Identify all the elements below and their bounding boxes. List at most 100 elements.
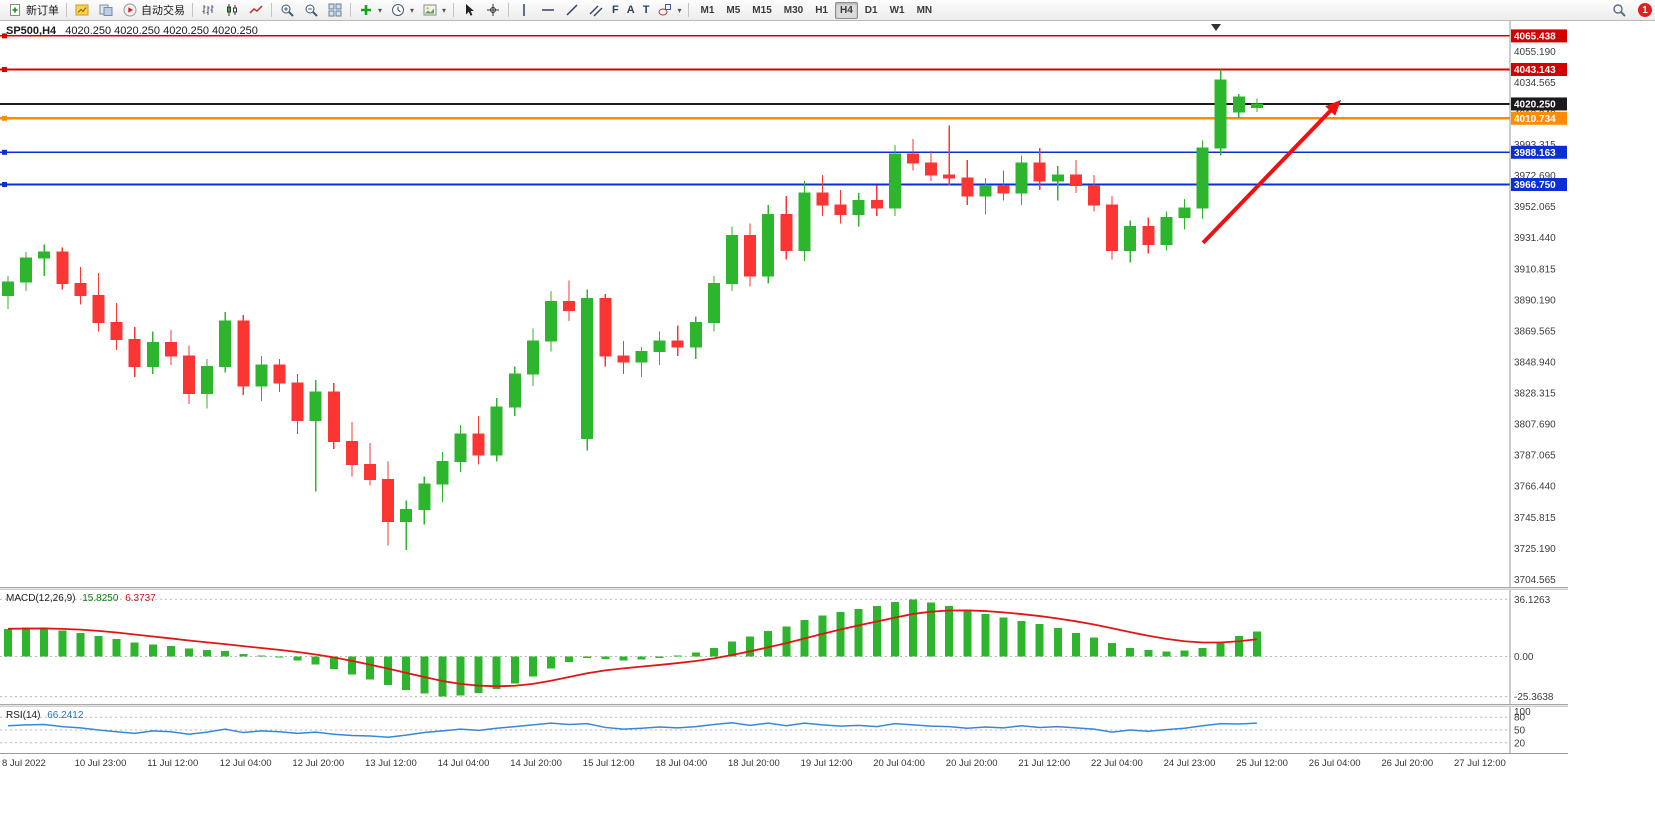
candle-body — [183, 355, 195, 394]
new-order-icon — [7, 3, 23, 18]
candlestick-chart-button[interactable] — [220, 1, 244, 19]
zoom-in-button[interactable] — [275, 1, 299, 19]
macd-histogram-bar — [673, 655, 682, 657]
timeframe-button-m15[interactable]: M15 — [747, 2, 776, 19]
new-order-button[interactable]: 新订单 — [3, 1, 63, 19]
candle-body — [907, 153, 919, 164]
chevron-down-icon: ▾ — [378, 5, 383, 15]
macd-main-value: 15.8250 — [82, 593, 119, 604]
candle-body — [979, 185, 992, 197]
indicators-button[interactable]: ▾ — [354, 1, 386, 19]
price-line-handle[interactable] — [2, 115, 7, 121]
line-chart-button[interactable] — [244, 1, 268, 19]
timeframe-button-mn[interactable]: MN — [912, 2, 938, 19]
cursor-arrow-icon — [461, 3, 477, 18]
autotrade-button[interactable]: 自动交易 — [118, 1, 189, 19]
price-line-tag-label: 4020.250 — [1514, 99, 1556, 110]
candle-body — [1106, 204, 1119, 251]
price-axis-label: 3931.440 — [1514, 233, 1556, 244]
candle-body — [1051, 174, 1064, 182]
price-axis-label: 3910.815 — [1514, 264, 1556, 275]
trendline-button[interactable] — [560, 1, 584, 19]
crosshair-button[interactable] — [481, 1, 505, 19]
price-line-handle[interactable] — [2, 66, 7, 72]
time-axis[interactable]: 8 Jul 2022 10 Jul 23:00 11 Jul 12:00 12 Jul… — [0, 753, 1568, 772]
candle-body — [925, 162, 938, 176]
price-line-handle[interactable] — [2, 149, 7, 155]
chevron-down-icon: ▾ — [677, 5, 682, 15]
timeframe-button-m5[interactable]: M5 — [721, 2, 745, 19]
zoom-out-button[interactable] — [299, 1, 323, 19]
price-axis-label: 4055.190 — [1514, 47, 1556, 58]
panel-splitter[interactable] — [0, 704, 1568, 707]
macd-histogram-bar — [1180, 650, 1189, 657]
fibonacci-button[interactable]: F — [608, 1, 623, 19]
time-axis-label: 10 Jul 23:00 — [74, 758, 127, 769]
candle-body — [309, 391, 322, 422]
candle-body — [798, 192, 811, 251]
price-chart[interactable]: 4055.1904034.5654013.9403993.3153972.690… — [0, 20, 1568, 587]
timeframe-button-d1[interactable]: D1 — [860, 2, 883, 19]
timeframe-button-h4[interactable]: H4 — [835, 1, 858, 19]
toolbar-separator — [508, 3, 510, 17]
vertical-line-button[interactable] — [512, 1, 536, 19]
macd-histogram-bar — [728, 641, 736, 657]
new-chart-icon — [74, 3, 90, 18]
zoom-in-icon — [279, 3, 295, 18]
timeframe-button-m1[interactable]: M1 — [695, 2, 719, 19]
candle-body — [20, 257, 33, 283]
new-chart-button[interactable] — [70, 1, 94, 19]
macd-histogram-bar — [4, 628, 12, 657]
label-button[interactable]: T — [639, 1, 654, 19]
tile-windows-button[interactable] — [323, 1, 347, 19]
macd-histogram-bar — [420, 656, 429, 694]
time-axis-label: 11 Jul 12:00 — [147, 758, 199, 769]
time-axis-label: 24 Jul 23:00 — [1163, 758, 1216, 769]
trend-arrow[interactable] — [1201, 104, 1337, 245]
candle-body — [581, 298, 594, 440]
macd-histogram-bar — [1090, 637, 1098, 657]
bar-chart-button[interactable] — [196, 1, 220, 19]
price-line-handle[interactable] — [2, 182, 7, 188]
shapes-button[interactable]: ▾ — [653, 1, 685, 19]
trend-arrow-head[interactable] — [1325, 99, 1341, 116]
timeframe-button-m30[interactable]: M30 — [779, 2, 808, 19]
channel-icon — [588, 3, 604, 18]
candle-body — [1069, 174, 1082, 187]
profiles-button[interactable] — [94, 1, 118, 19]
chevron-down-icon: ▾ — [442, 5, 447, 15]
search-button[interactable] — [1607, 1, 1631, 19]
notification-badge[interactable]: 1 — [1638, 3, 1652, 17]
panel-splitter[interactable] — [0, 587, 1568, 590]
search-icon — [1611, 3, 1627, 18]
price-line-tag-label: 3966.750 — [1514, 180, 1556, 191]
macd-histogram-bar — [438, 656, 447, 697]
time-axis-label: 21 Jul 12:00 — [1018, 758, 1071, 769]
time-axis-label: 22 Jul 04:00 — [1091, 758, 1143, 769]
toolbar-separator — [66, 3, 67, 17]
chart-shift-marker[interactable] — [1211, 24, 1221, 31]
channel-button[interactable] — [584, 1, 608, 19]
periods-button[interactable]: ▾ — [386, 1, 418, 19]
time-axis-label: 26 Jul 04:00 — [1308, 758, 1361, 769]
text-button[interactable]: A — [623, 1, 639, 19]
macd-histogram-bar — [58, 630, 67, 657]
cursor-button[interactable] — [457, 1, 481, 19]
rsi-line — [7, 722, 1257, 738]
templates-button[interactable]: ▾ — [418, 1, 450, 19]
template-image-icon — [422, 3, 438, 18]
price-line-handle[interactable] — [2, 33, 7, 39]
macd-histogram-bar — [872, 605, 881, 657]
timeframe-button-h1[interactable]: H1 — [810, 2, 833, 19]
macd-histogram-bar — [836, 612, 845, 657]
candle-body — [526, 340, 539, 375]
tile-windows-icon — [327, 3, 343, 18]
macd-histogram-bar — [637, 656, 646, 660]
macd-histogram-bar — [148, 644, 157, 657]
candle-body — [38, 251, 51, 259]
macd-histogram-bar — [474, 656, 483, 693]
horizontal-line-icon — [540, 3, 556, 18]
price-axis-label: 3704.565 — [1514, 575, 1556, 586]
timeframe-button-w1[interactable]: W1 — [885, 2, 910, 19]
horizontal-line-button[interactable] — [536, 1, 560, 19]
